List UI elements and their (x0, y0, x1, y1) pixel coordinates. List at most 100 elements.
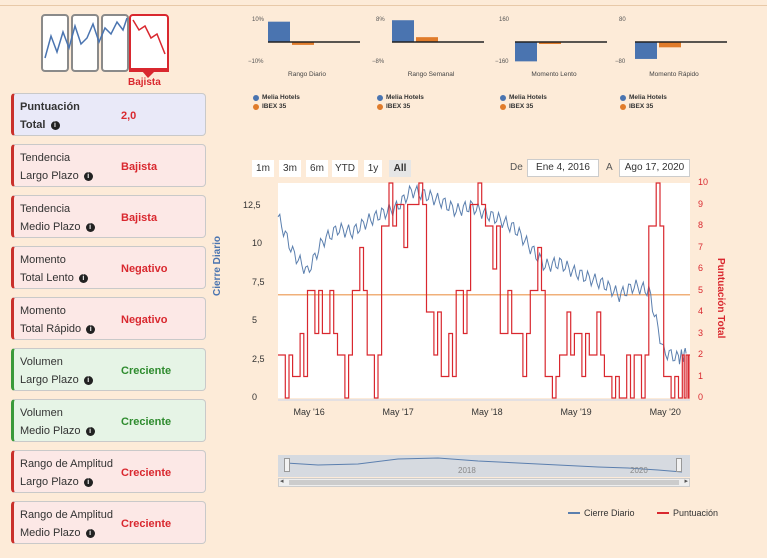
range-button-all[interactable]: All (389, 160, 411, 177)
card-label-line2: Medio Plazo (20, 425, 81, 437)
y-tick-right: 8 (698, 220, 704, 230)
range-button-3m[interactable]: 3m (279, 160, 301, 177)
card-label-line1: Rango de Amplitud (20, 509, 113, 521)
y-tick-left: 2,5 (252, 353, 265, 364)
series-puntuacion (278, 182, 690, 399)
card-label: Tendencia Largo Plazo i (20, 149, 130, 185)
mini-legend-label: IBEX 35 (262, 103, 287, 110)
card-label-line2: Medio Plazo (20, 221, 81, 233)
mini-bars (392, 20, 484, 43)
info-icon[interactable]: i (78, 273, 88, 283)
indicator-card[interactable]: Momento Total Lento i Negativo (11, 246, 206, 289)
navigator-scrollbar[interactable]: ◂ ▸ (278, 478, 690, 487)
mini-legend-label: IBEX 35 (629, 103, 654, 110)
x-tick: May '18 (471, 407, 503, 417)
card-value: Negativo (121, 262, 168, 275)
mini-legend-melia[interactable]: Melia Hotels (377, 94, 424, 101)
card-value: Creciente (121, 364, 172, 377)
mini-legend-ibex[interactable]: IBEX 35 (500, 103, 533, 110)
indicator-card[interactable]: Rango de Amplitud Largo Plazo i Creciente (11, 450, 206, 493)
scroll-right-icon[interactable]: ▸ (684, 478, 688, 485)
card-label-line2: Largo Plazo (20, 374, 79, 386)
mini-legend-ibex[interactable]: IBEX 35 (377, 103, 410, 110)
indicator-card[interactable]: Volumen Largo Plazo i Creciente (11, 348, 206, 391)
scroll-left-icon[interactable]: ◂ (280, 478, 284, 485)
card-label-line1: Tendencia (20, 203, 71, 215)
indicator-card[interactable]: Volumen Medio Plazo i Creciente (11, 399, 206, 442)
card-label: Rango de Amplitud Medio Plazo i (20, 506, 130, 542)
card-value: Creciente (121, 466, 172, 479)
mini-legend-ibex[interactable]: IBEX 35 (253, 103, 286, 110)
mini-legend-ibex[interactable]: IBEX 35 (620, 103, 653, 110)
indicator-card[interactable]: Rango de Amplitud Medio Plazo i Creciente (11, 501, 206, 544)
indicator-card[interactable]: Tendencia Medio Plazo i Bajista (11, 195, 206, 238)
card-label-line1: Volumen (20, 356, 63, 368)
mini-bars (268, 21, 360, 45)
x-tick: May '20 (649, 407, 681, 417)
mini-legend-label: Melia Hotels (509, 94, 547, 101)
legend-line-blue-icon (568, 512, 580, 514)
melia-bar (268, 21, 290, 42)
range-button-ytd[interactable]: YTD (332, 160, 358, 177)
mini-chart: 8% −8% Rango Semanal Melia Hotels IBEX 35 (372, 14, 490, 114)
trend-label: Bajista (128, 77, 161, 88)
ibex-bar (539, 42, 561, 44)
date-to-input[interactable]: Ago 17, 2020 (619, 159, 690, 177)
date-to-label: A (606, 162, 613, 173)
mini-chart: 160 −160 Momento Lento Melia Hotels IBEX 35 (495, 14, 613, 114)
legend-item-cierre[interactable]: Cierre Diario (568, 508, 635, 518)
indicator-card[interactable]: Tendencia Largo Plazo i Bajista (11, 144, 206, 187)
info-icon[interactable]: i (83, 477, 93, 487)
x-tick: May '17 (382, 407, 414, 417)
range-button-1y[interactable]: 1y (364, 160, 382, 177)
mini-chart: 80 −80 Momento Rápido Melia Hotels IBEX 35 (615, 14, 733, 114)
navigator-handle-right[interactable] (676, 458, 682, 472)
range-button-1m[interactable]: 1m (252, 160, 274, 177)
mini-legend-melia[interactable]: Melia Hotels (253, 94, 300, 101)
indicator-card[interactable]: Puntuación Total i 2,0 (11, 93, 206, 136)
y-tick-right: 6 (698, 263, 704, 273)
mini-chart: 10% −10% Rango Diario Melia Hotels IBEX 35 (248, 14, 366, 114)
scrollbar-thumb[interactable] (289, 480, 679, 485)
mini-tick-bottom: −160 (495, 59, 509, 65)
card-label-line1: Momento (20, 254, 66, 266)
legend-item-puntuacion[interactable]: Puntuación (657, 508, 718, 518)
mini-chart-title: Rango Diario (288, 71, 326, 78)
y-tick-right: 4 (698, 306, 704, 316)
y-tick-right: 7 (698, 241, 704, 252)
navigator[interactable]: ◂ ▸ (278, 455, 690, 488)
mini-tick-top: 160 (499, 17, 510, 23)
trend-panel-1 (41, 14, 69, 72)
card-label-line2: Total (20, 119, 46, 131)
card-label: Rango de Amplitud Largo Plazo i (20, 455, 130, 491)
card-label-line1: Puntuación (20, 101, 80, 113)
info-icon[interactable]: i (86, 324, 96, 334)
card-label: Puntuación Total i (20, 98, 130, 134)
info-icon[interactable]: i (85, 426, 95, 436)
trend-indicator[interactable] (41, 14, 173, 78)
info-icon[interactable]: i (50, 120, 60, 130)
card-label: Momento Total Lento i (20, 251, 130, 287)
navigator-handle-left[interactable] (284, 458, 290, 472)
mini-tick-bottom: −8% (372, 59, 385, 65)
info-icon[interactable]: i (85, 528, 95, 538)
info-icon[interactable]: i (83, 375, 93, 385)
info-icon[interactable]: i (85, 222, 95, 232)
melia-bar (635, 42, 657, 59)
mini-tick-top: 80 (619, 17, 626, 23)
navigator-label-2020: 2020 (630, 466, 648, 475)
melia-bar (515, 42, 537, 62)
legend-label-cierre: Cierre Diario (584, 508, 635, 518)
card-value: Bajista (121, 211, 158, 224)
indicator-card[interactable]: Momento Total Rápido i Negativo (11, 297, 206, 340)
top-divider (0, 5, 767, 6)
mini-legend-melia[interactable]: Melia Hotels (620, 94, 667, 101)
mini-legend-melia[interactable]: Melia Hotels (500, 94, 547, 101)
navigator-window[interactable] (278, 455, 690, 477)
mini-chart-title: Momento Lento (531, 71, 577, 78)
info-icon[interactable]: i (83, 171, 93, 181)
y-tick-left: 0 (252, 392, 258, 402)
card-label: Momento Total Rápido i (20, 302, 130, 338)
date-from-input[interactable]: Ene 4, 2016 (527, 159, 599, 177)
range-button-6m[interactable]: 6m (306, 160, 328, 177)
